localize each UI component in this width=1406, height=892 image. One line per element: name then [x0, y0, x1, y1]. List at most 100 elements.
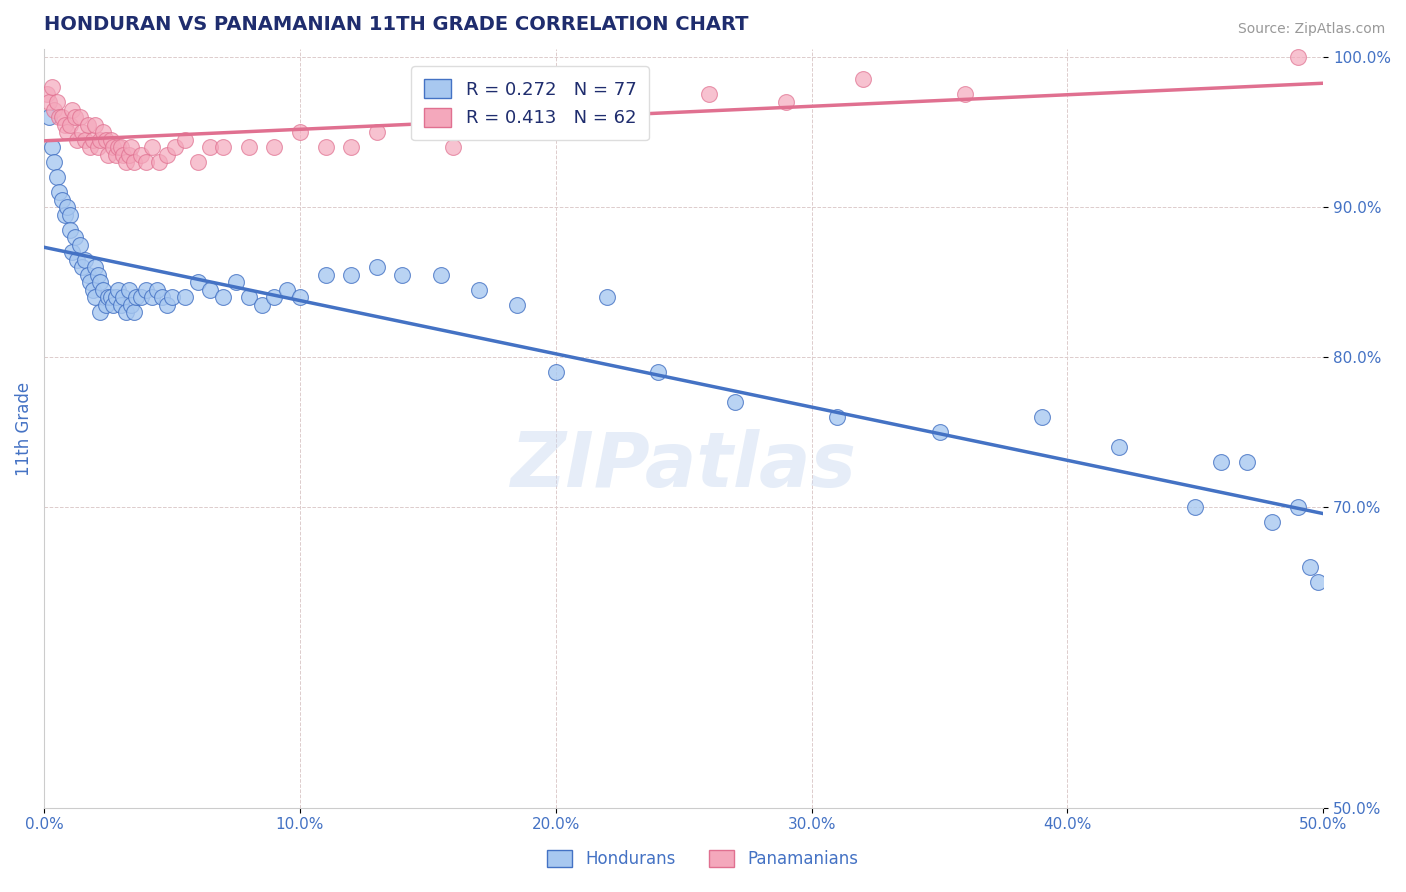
- Point: [91, 283, 114, 297]
- Point: [1031, 410, 1053, 425]
- Point: [41, 140, 63, 154]
- Point: [59, 208, 82, 222]
- Point: [122, 155, 145, 169]
- Point: [238, 290, 260, 304]
- Point: [288, 290, 311, 304]
- Point: [429, 268, 451, 282]
- Point: [60, 245, 83, 260]
- Point: [94, 132, 117, 146]
- Point: [697, 87, 720, 102]
- Point: [89, 275, 111, 289]
- Point: [1261, 516, 1284, 530]
- Point: [79, 275, 101, 289]
- Point: [1108, 440, 1130, 454]
- Point: [775, 95, 797, 109]
- Point: [1308, 575, 1330, 590]
- Point: [66, 252, 89, 267]
- Point: [97, 290, 120, 304]
- Point: [416, 118, 439, 132]
- Point: [84, 290, 107, 304]
- Point: [48, 110, 70, 124]
- Point: [366, 260, 388, 275]
- Point: [51, 193, 73, 207]
- Point: [87, 268, 110, 282]
- Point: [107, 283, 129, 297]
- Point: [131, 147, 153, 161]
- Legend: Hondurans, Panamanians: Hondurans, Panamanians: [541, 843, 865, 875]
- Text: HONDURAN VS PANAMANIAN 11TH GRADE CORRELATION CHART: HONDURAN VS PANAMANIAN 11TH GRADE CORREL…: [44, 15, 748, 34]
- Point: [852, 72, 875, 87]
- Point: [250, 298, 273, 312]
- Point: [173, 132, 195, 146]
- Point: [200, 283, 222, 297]
- Point: [104, 290, 127, 304]
- Point: [120, 298, 142, 312]
- Y-axis label: 11th Grade: 11th Grade: [15, 382, 32, 475]
- Legend: R = 0.272   N = 77, R = 0.413   N = 62: R = 0.272 N = 77, R = 0.413 N = 62: [412, 66, 650, 140]
- Point: [35, 87, 58, 102]
- Point: [112, 290, 135, 304]
- Point: [103, 298, 125, 312]
- Point: [84, 260, 107, 275]
- Point: [1184, 500, 1206, 515]
- Point: [60, 103, 83, 117]
- Point: [120, 140, 142, 154]
- Point: [1286, 50, 1309, 64]
- Point: [110, 140, 132, 154]
- Point: [112, 147, 135, 161]
- Point: [89, 132, 111, 146]
- Point: [569, 118, 592, 132]
- Point: [63, 110, 86, 124]
- Point: [51, 110, 73, 124]
- Point: [148, 155, 170, 169]
- Point: [506, 298, 529, 312]
- Point: [1286, 500, 1309, 515]
- Point: [145, 283, 167, 297]
- Point: [115, 305, 138, 319]
- Point: [200, 140, 222, 154]
- Point: [156, 147, 179, 161]
- Point: [141, 140, 163, 154]
- Point: [73, 252, 96, 267]
- Point: [156, 298, 179, 312]
- Point: [107, 140, 129, 154]
- Point: [76, 268, 98, 282]
- Point: [100, 290, 122, 304]
- Point: [928, 425, 950, 440]
- Point: [66, 132, 89, 146]
- Point: [94, 298, 117, 312]
- Point: [56, 125, 79, 139]
- Point: [647, 365, 669, 379]
- Point: [59, 118, 82, 132]
- Point: [263, 290, 285, 304]
- Point: [212, 290, 235, 304]
- Point: [621, 110, 644, 124]
- Point: [238, 140, 260, 154]
- Point: [104, 147, 127, 161]
- Point: [825, 410, 848, 425]
- Point: [69, 237, 91, 252]
- Point: [160, 290, 183, 304]
- Point: [110, 298, 132, 312]
- Point: [366, 125, 388, 139]
- Point: [187, 155, 209, 169]
- Point: [340, 268, 363, 282]
- Point: [79, 140, 101, 154]
- Point: [72, 260, 94, 275]
- Point: [724, 395, 747, 409]
- Point: [44, 155, 66, 169]
- Point: [72, 125, 94, 139]
- Point: [69, 110, 91, 124]
- Point: [97, 147, 120, 161]
- Point: [38, 95, 60, 109]
- Point: [1299, 560, 1322, 574]
- Point: [468, 118, 491, 132]
- Point: [276, 283, 298, 297]
- Point: [135, 283, 157, 297]
- Point: [391, 268, 413, 282]
- Text: Source: ZipAtlas.com: Source: ZipAtlas.com: [1237, 22, 1385, 37]
- Point: [173, 290, 195, 304]
- Text: ZIPatlas: ZIPatlas: [510, 429, 856, 503]
- Point: [953, 87, 976, 102]
- Point: [288, 125, 311, 139]
